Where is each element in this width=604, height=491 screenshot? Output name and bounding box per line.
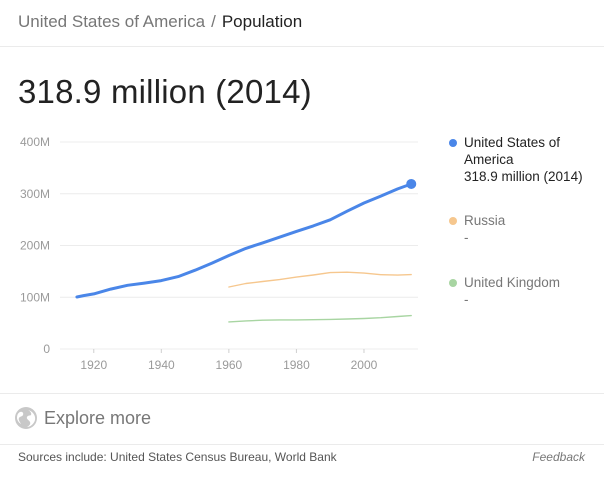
series-endpoint-united-states-of-america — [406, 178, 417, 189]
series-line-united-kingdom — [228, 314, 412, 323]
breadcrumb-metric: Population — [221, 12, 303, 31]
legend-value-russia: - — [464, 230, 469, 245]
y-tick-label-300: 300M — [20, 187, 50, 201]
x-tick-label-1920: 1920 — [80, 358, 107, 372]
y-tick-label-0: 0 — [43, 342, 50, 356]
chart-legend: United States of America 318.9 million (… — [448, 134, 598, 308]
series-line-russia — [228, 271, 412, 288]
legend-item-russia[interactable]: Russia - — [448, 212, 598, 266]
explore-more-label: Explore more — [44, 407, 152, 428]
legend-dot-russia — [449, 217, 457, 225]
legend-name-russia: Russia — [464, 213, 506, 228]
series-line-united-states-of-america — [75, 182, 413, 299]
legend-dot-uk — [449, 279, 457, 287]
breadcrumb-country[interactable]: United States of America — [18, 12, 206, 31]
feedback-link[interactable]: Feedback — [532, 450, 585, 464]
explore-divider-top — [0, 393, 604, 394]
x-tick-label-1980: 1980 — [283, 358, 310, 372]
y-tick-label-200: 200M — [20, 239, 50, 253]
legend-value-usa: 318.9 million (2014) — [464, 169, 583, 184]
sources-text: Sources include: United States Census Bu… — [18, 450, 337, 464]
y-tick-label-400: 400M — [20, 135, 50, 149]
breadcrumb: United States of America / Population — [18, 12, 302, 32]
headline-value: 318.9 million (2014) — [18, 73, 312, 110]
explore-more-button[interactable]: Explore more — [14, 406, 151, 430]
legend-item-uk[interactable]: United Kingdom - — [448, 274, 598, 308]
y-tick-label-100: 100M — [20, 290, 50, 304]
legend-name-usa: United States of America — [464, 135, 561, 167]
legend-item-usa[interactable]: United States of America 318.9 million (… — [448, 134, 598, 204]
x-tick-label-1960: 1960 — [216, 358, 243, 372]
globe-icon — [15, 407, 37, 429]
header-divider — [0, 46, 604, 47]
legend-value-uk: - — [464, 292, 469, 307]
population-chart[interactable]: 0 100M 200M 300M 400M 1920 1940 1960 1980 2000 — [0, 120, 440, 382]
legend-dot-usa — [449, 139, 457, 147]
legend-name-uk: United Kingdom — [464, 275, 561, 290]
explore-divider-bottom — [0, 444, 604, 445]
x-tick-label-1940: 1940 — [148, 358, 175, 372]
breadcrumb-separator: / — [211, 12, 216, 31]
x-tick-label-2000: 2000 — [351, 358, 378, 372]
